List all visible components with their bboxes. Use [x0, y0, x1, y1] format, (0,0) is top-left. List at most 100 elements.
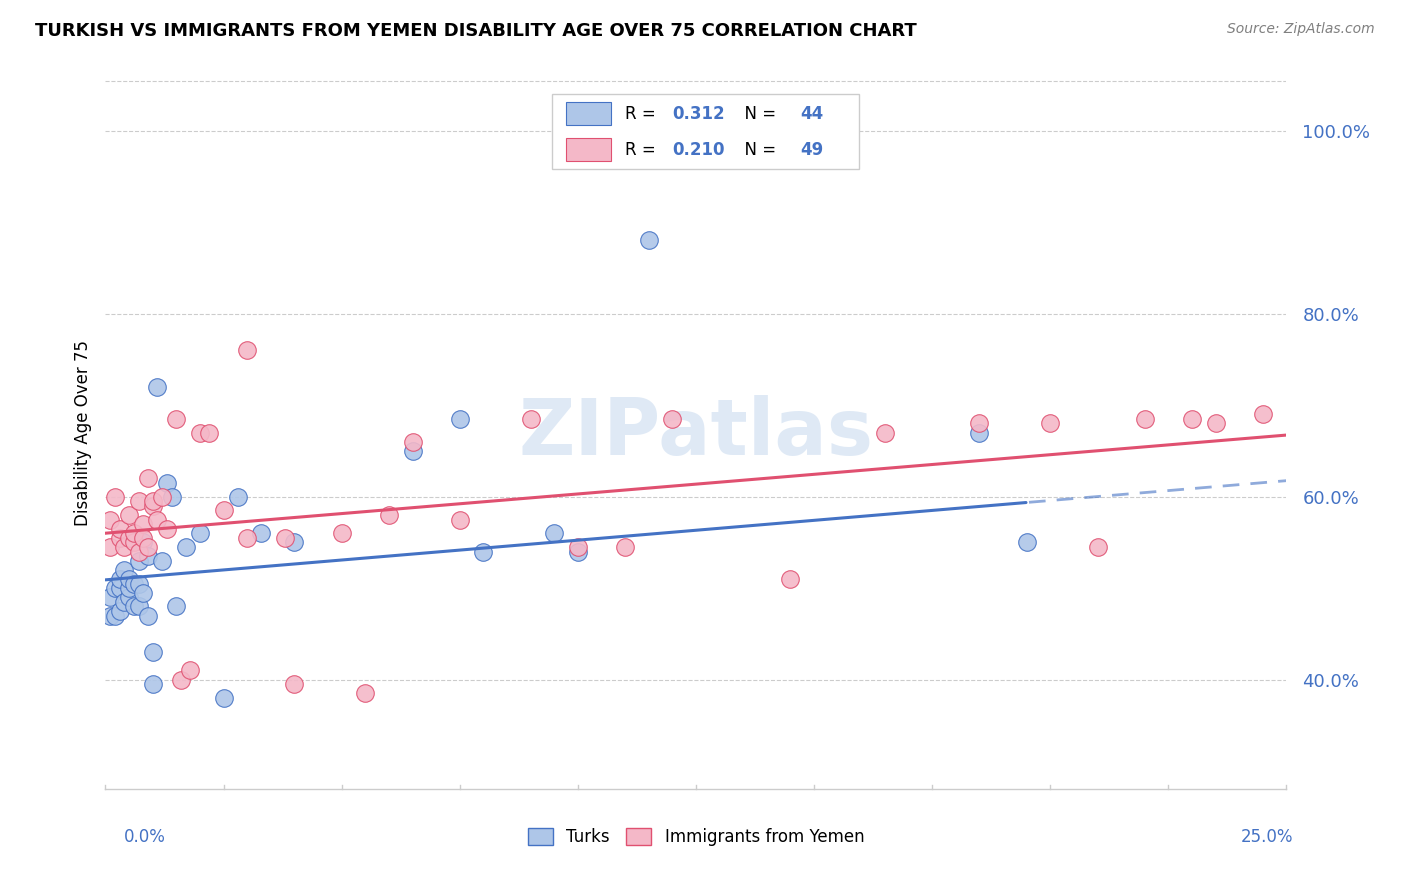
- Point: [1015, 535, 1038, 549]
- Point: [330, 526, 353, 541]
- Point: [637, 234, 659, 248]
- Text: N =: N =: [734, 141, 782, 159]
- Point: [1205, 417, 1227, 431]
- Point: [142, 645, 165, 659]
- Point: [136, 471, 159, 485]
- Point: [378, 796, 401, 810]
- Point: [132, 535, 155, 549]
- Point: [165, 412, 187, 426]
- Point: [122, 535, 145, 549]
- Point: [132, 517, 155, 532]
- Point: [98, 540, 121, 554]
- Point: [142, 677, 165, 691]
- Point: [779, 572, 801, 586]
- Point: [118, 508, 141, 522]
- Text: 0.0%: 0.0%: [124, 828, 166, 846]
- Point: [98, 608, 121, 623]
- Point: [969, 417, 991, 431]
- Text: R =: R =: [626, 105, 661, 123]
- Point: [108, 531, 131, 545]
- Point: [543, 526, 565, 541]
- Point: [567, 540, 589, 554]
- Point: [165, 599, 187, 614]
- Point: [188, 526, 211, 541]
- Point: [112, 563, 135, 577]
- Y-axis label: Disability Age Over 75: Disability Age Over 75: [73, 340, 91, 525]
- Point: [567, 544, 589, 558]
- Bar: [567, 103, 612, 125]
- Point: [354, 686, 377, 700]
- Point: [174, 540, 197, 554]
- Point: [449, 412, 471, 426]
- Point: [378, 508, 401, 522]
- Legend: Turks, Immigrants from Yemen: Turks, Immigrants from Yemen: [522, 821, 870, 853]
- Text: 44: 44: [800, 105, 823, 123]
- Point: [122, 526, 145, 541]
- Point: [1181, 412, 1204, 426]
- Point: [132, 585, 155, 599]
- Point: [108, 572, 131, 586]
- Point: [128, 576, 150, 591]
- Point: [132, 531, 155, 545]
- Point: [122, 599, 145, 614]
- Text: Source: ZipAtlas.com: Source: ZipAtlas.com: [1227, 22, 1375, 37]
- Point: [519, 412, 541, 426]
- Point: [112, 595, 135, 609]
- Point: [1039, 417, 1062, 431]
- Point: [472, 544, 495, 558]
- Point: [142, 499, 165, 513]
- Point: [136, 549, 159, 563]
- Point: [108, 604, 131, 618]
- Point: [128, 554, 150, 568]
- Point: [170, 673, 193, 687]
- Point: [146, 512, 169, 526]
- Point: [212, 503, 235, 517]
- Text: R =: R =: [626, 141, 661, 159]
- Point: [112, 540, 135, 554]
- Point: [118, 581, 141, 595]
- Text: ZIPatlas: ZIPatlas: [519, 394, 873, 471]
- Point: [236, 531, 259, 545]
- Point: [179, 664, 201, 678]
- Text: TURKISH VS IMMIGRANTS FROM YEMEN DISABILITY AGE OVER 75 CORRELATION CHART: TURKISH VS IMMIGRANTS FROM YEMEN DISABIL…: [35, 22, 917, 40]
- Point: [226, 490, 249, 504]
- Point: [1251, 407, 1274, 421]
- Point: [283, 677, 305, 691]
- Point: [142, 494, 165, 508]
- Point: [188, 425, 211, 440]
- Point: [449, 512, 471, 526]
- Point: [118, 591, 141, 605]
- Point: [128, 544, 150, 558]
- Point: [236, 343, 259, 358]
- Text: 49: 49: [800, 141, 823, 159]
- Point: [283, 535, 305, 549]
- Point: [401, 444, 423, 458]
- Point: [160, 490, 183, 504]
- FancyBboxPatch shape: [553, 94, 859, 169]
- Point: [108, 581, 131, 595]
- Point: [969, 425, 991, 440]
- Point: [198, 425, 221, 440]
- Point: [98, 512, 121, 526]
- Point: [150, 490, 173, 504]
- Point: [212, 690, 235, 705]
- Point: [873, 425, 896, 440]
- Text: 0.210: 0.210: [672, 141, 725, 159]
- Point: [156, 522, 179, 536]
- Point: [1087, 540, 1109, 554]
- Point: [250, 526, 273, 541]
- Point: [614, 540, 637, 554]
- Point: [104, 608, 127, 623]
- Point: [118, 572, 141, 586]
- Point: [274, 531, 297, 545]
- Point: [150, 554, 173, 568]
- Point: [98, 591, 121, 605]
- Point: [1133, 412, 1156, 426]
- Text: N =: N =: [734, 105, 782, 123]
- Bar: [567, 138, 612, 161]
- Point: [104, 581, 127, 595]
- Point: [104, 490, 127, 504]
- Point: [661, 412, 683, 426]
- Point: [401, 434, 423, 449]
- Point: [827, 796, 849, 810]
